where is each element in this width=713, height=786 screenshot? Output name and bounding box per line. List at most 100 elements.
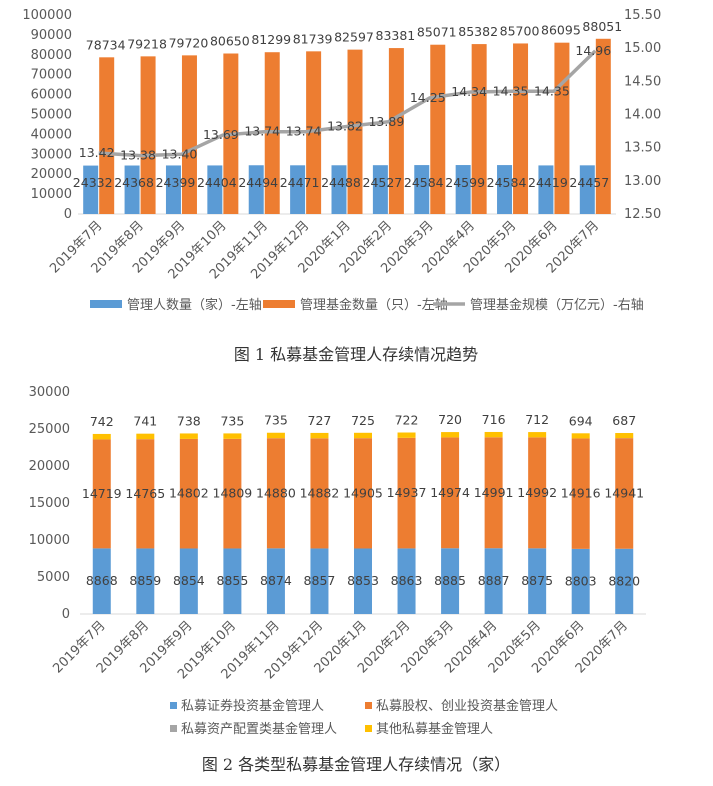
chart-2-legend-label-other: 其他私募基金管理人 [376,721,493,737]
chart-2-legend-label-asset-allocation: 私募资产配置类基金管理人 [181,721,337,737]
chart-2-bar-other [571,433,590,439]
chart-1-left-tick-label: 50000 [31,108,72,123]
chart-2-bar-equity-vc [615,438,634,549]
chart-2-legend-label-equity-vc: 私募股权、创业投资基金管理人 [376,698,558,714]
chart-1-label-managers: 24584 [487,175,527,190]
chart-2-y-tick-label: 20000 [29,459,70,474]
chart-2-label-equity-vc: 14882 [300,485,340,500]
chart-1-label-scale: 14.34 [451,84,487,99]
chart-1-bar-funds [388,48,404,215]
chart-1-label-funds: 83381 [376,28,416,43]
chart-2-caption: 图 2 各类型私募基金管理人存续情况（家） [202,755,510,774]
chart-2-label-securities: 8863 [391,573,423,588]
chart-1-label-managers: 24419 [528,175,568,190]
chart-2-label-securities: 8853 [347,573,379,588]
chart-1-left-tick-label: 100000 [22,8,72,23]
chart-1-legend-swatch-managers [90,300,122,308]
chart-1-label-scale: 13.40 [162,146,198,161]
chart-2-bar-other [397,432,416,438]
chart-2-label-securities: 8859 [129,573,161,588]
chart-1-bar-funds [140,56,156,215]
chart-2-bar-other [615,433,634,439]
chart-2-bar-equity-vc [179,438,198,549]
chart-2-bar-other [92,433,111,440]
chart-1-label-funds: 85700 [500,23,540,38]
chart-1-label-scale: 13.74 [244,124,280,139]
chart-1-label-managers: 24404 [197,175,237,190]
chart-2-legend-swatch-equity-vc [365,702,372,709]
chart-2-bar-securities [92,548,111,614]
chart-1-managers-trend: 0 10000 20000 30000 40000 50000 60000 70000 8000… [22,8,661,313]
chart-2-bar-other [179,433,198,439]
chart-1-right-tick-label: 14.50 [624,74,661,89]
chart-2-bar-other [266,432,285,439]
chart-1-label-funds: 88051 [582,19,622,34]
chart-1-right-tick-label: 15.50 [624,8,661,23]
chart-2-bar-other [484,431,503,438]
chart-1-label-scale: 13.42 [79,145,115,160]
chart-1-label-funds: 82597 [334,30,374,45]
chart-1-right-tick-label: 13.50 [624,141,661,156]
chart-2-label-securities: 8857 [304,573,336,588]
chart-1-left-tick-label: 60000 [31,88,72,103]
chart-1-label-scale: 13.74 [286,124,322,139]
chart-1-bar-managers [331,165,347,214]
chart-2-legend-swatch-securities [170,702,177,709]
chart-2-bar-securities [528,548,547,614]
chart-2-bar-equity-vc [397,437,416,549]
chart-1-right-tick-label: 14.00 [624,108,661,123]
chart-1-caption: 图 1 私募基金管理人存续情况趋势 [234,345,478,364]
chart-1-bar-managers [248,165,264,214]
chart-2-legend-swatch-asset-allocation [170,725,177,732]
chart-1-label-funds: 80650 [210,34,250,49]
chart-2-bar-equity-vc [571,438,590,549]
chart-1-bar-managers [207,165,223,214]
chart-2-label-securities: 8855 [216,573,248,588]
chart-2-label-securities: 8875 [521,573,553,588]
chart-1-label-funds: 85071 [417,25,457,40]
chart-1-bar-managers [290,165,306,214]
chart-2-label-equity-vc: 14802 [169,486,209,501]
chart-2-label-equity-vc: 14719 [82,486,122,501]
chart-2-label-other: 742 [90,414,114,429]
chart-2-y-tick-label: 10000 [29,533,70,548]
chart-2-label-equity-vc: 14991 [474,485,514,500]
chart-2-bar-equity-vc [136,439,155,549]
chart-2-bar-securities [310,548,329,614]
chart-2-bar-securities [354,548,372,614]
chart-2-bar-equity-vc [484,437,503,549]
chart-1-bar-managers [372,165,388,214]
chart-1-legend-label-managers: 管理人数量（家）-左轴 [127,297,262,313]
chart-1-legend-label-scale: 管理基金规模（万亿元）-右轴 [470,297,644,313]
chart-2-bar-equity-vc [266,438,285,549]
chart-2-bar-securities [223,548,242,614]
chart-1-label-managers: 24488 [321,175,361,190]
chart-1-scale-line [98,49,597,158]
chart-1-left-tick-label: 70000 [31,68,72,83]
chart-2-bar-securities [179,548,198,614]
chart-2-bar-equity-vc [354,438,372,549]
chart-2-bar-other [223,433,242,439]
chart-2-bar-securities [441,548,460,614]
chart-2-label-securities: 8874 [260,573,292,588]
chart-2-label-equity-vc: 14905 [343,485,383,500]
chart-2-y-tick-label: 30000 [29,385,70,400]
chart-1-left-tick-label: 20000 [31,167,72,182]
chart-1-legend-swatch-funds [263,300,295,308]
chart-2-label-other: 725 [351,413,375,428]
chart-2-label-other: 738 [177,413,201,428]
chart-2-y-tick-label: 0 [62,607,70,622]
chart-1-bar-funds [347,49,363,214]
chart-2-label-equity-vc: 14809 [213,486,253,501]
chart-2-label-other: 735 [264,413,288,428]
chart-1-label-managers: 24457 [569,175,609,190]
chart-1-bar-managers [124,165,140,214]
chart-1-label-scale: 13.82 [327,118,363,133]
chart-2-label-equity-vc: 14937 [387,485,427,500]
chart-1-label-funds: 81299 [251,32,291,47]
chart-2-label-other: 720 [438,412,462,427]
chart-2-label-securities: 8854 [173,573,205,588]
chart-1-bar-managers [579,165,595,214]
chart-1-label-funds: 78734 [86,37,126,52]
